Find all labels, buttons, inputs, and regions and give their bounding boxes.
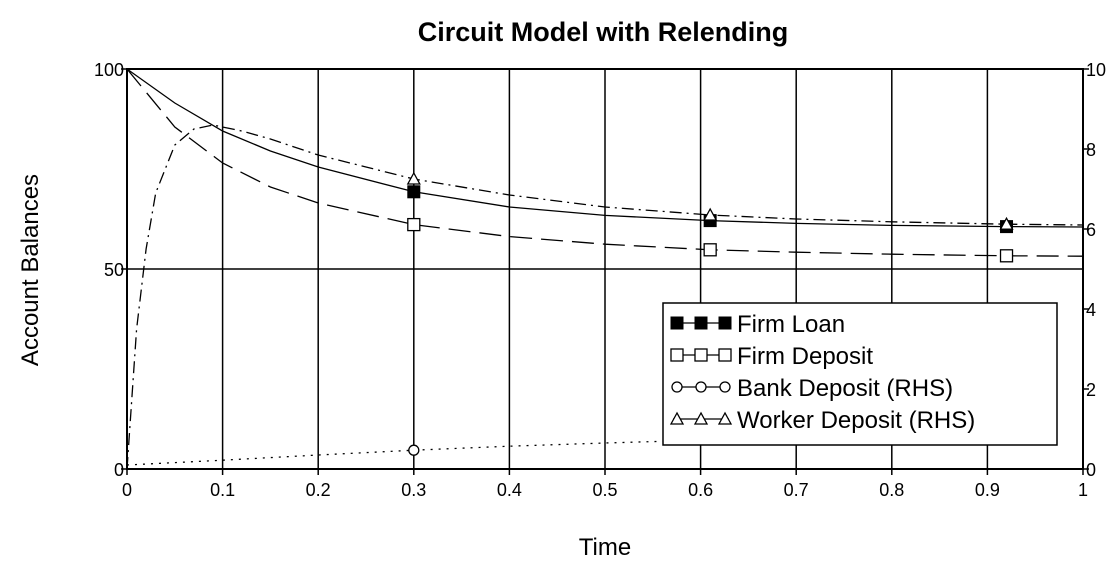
- legend: Firm Loan Firm Deposit Bank Deposit (RHS) W…: [662, 302, 1058, 446]
- legend-marker-2-0: [671, 381, 683, 393]
- legend-marker-0-2: [718, 316, 732, 330]
- x-tick-label-0: 0: [122, 480, 132, 500]
- chart-title: Circuit Model with Relending: [418, 17, 789, 47]
- series-1-marker-0: [407, 217, 421, 232]
- series-2: [126, 439, 701, 466]
- legend-marker-0-0: [670, 316, 684, 330]
- y2-tick-label-0: 0: [1086, 460, 1096, 480]
- series-line-3: [126, 124, 1084, 470]
- legend-marker-2-2: [719, 381, 731, 393]
- legend-label-1: Firm Deposit: [737, 343, 873, 370]
- x-tick-label-5: 0.5: [592, 480, 617, 500]
- y-tick-label-1: 50: [104, 260, 124, 280]
- series-0-marker-0: [407, 185, 421, 199]
- series-line-0: [126, 68, 1084, 228]
- y2-tick-label-4: 8: [1086, 140, 1096, 160]
- legend-marker-1-1: [694, 348, 708, 362]
- legend-marker-1-2: [718, 348, 732, 362]
- x-tick-label-6: 0.6: [688, 480, 713, 500]
- tick-labels: 0 0.1 0.2 0.3 0.4 0.5 0.6 0.7 0.8 0.9 105010002468…: [94, 60, 1106, 500]
- legend-marker-1-0: [670, 348, 684, 362]
- x-tick-label-3: 0.3: [401, 480, 426, 500]
- legend-marker-2-1: [695, 381, 707, 393]
- series-3-marker-2: [999, 216, 1014, 230]
- x-tick-label-1: 0.1: [210, 480, 235, 500]
- y2-tick-label-5: 10: [1086, 60, 1106, 80]
- y-tick-label-0: 0: [114, 460, 124, 480]
- x-tick-label-2: 0.2: [306, 480, 331, 500]
- legend-marker-3-1: [693, 411, 709, 425]
- x-tick-label-7: 0.7: [784, 480, 809, 500]
- series-3: [126, 124, 1084, 470]
- series-line-1: [126, 68, 1084, 257]
- legend-label-3: Worker Deposit (RHS): [737, 407, 975, 434]
- x-tick-label-10: 1: [1078, 480, 1088, 500]
- y-axis-label: Account Balances: [17, 174, 44, 366]
- x-axis-label: Time: [579, 534, 631, 561]
- x-tick-label-4: 0.4: [497, 480, 522, 500]
- series-2-marker-0: [408, 444, 420, 456]
- legend-marker-0-1: [694, 316, 708, 330]
- series-1: [126, 68, 1084, 263]
- legend-marker-3-0: [669, 411, 685, 425]
- plot-frame: [126, 68, 1084, 470]
- series-3-marker-0: [406, 171, 421, 185]
- legend-label-2: Bank Deposit (RHS): [737, 375, 953, 402]
- y-tick-label-2: 100: [94, 60, 124, 80]
- y2-tick-label-1: 2: [1086, 380, 1096, 400]
- series-3-marker-1: [703, 207, 718, 221]
- x-tick-label-8: 0.8: [879, 480, 904, 500]
- series-1-marker-1: [703, 243, 717, 257]
- legend-marker-3-2: [717, 411, 733, 425]
- series-1-marker-2: [999, 249, 1014, 263]
- series-layer: [126, 68, 1084, 470]
- x-tick-label-9: 0.9: [975, 480, 1000, 500]
- y2-tick-label-3: 6: [1086, 220, 1096, 240]
- y2-tick-label-2: 4: [1086, 300, 1096, 320]
- legend-label-0: Firm Loan: [737, 311, 845, 338]
